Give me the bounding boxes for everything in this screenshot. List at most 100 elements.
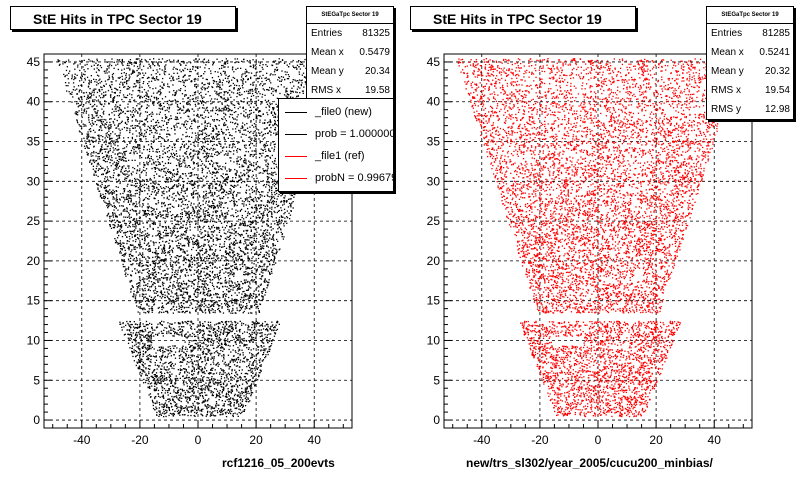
scatter-point (282, 204, 284, 206)
scatter-point (123, 232, 125, 234)
scatter-point (193, 333, 195, 336)
scatter-point (215, 109, 217, 112)
scatter-point (172, 266, 174, 268)
scatter-point (216, 258, 219, 260)
scatter-point (141, 58, 143, 61)
scatter-point (203, 286, 205, 288)
scatter-point (170, 152, 172, 155)
scatter-point (255, 63, 257, 65)
scatter-point (189, 268, 191, 271)
scatter-point (246, 71, 248, 73)
scatter-point (119, 205, 121, 207)
scatter-point (230, 300, 232, 302)
scatter-point (91, 162, 93, 165)
scatter-point (242, 405, 244, 407)
scatter-point (124, 107, 126, 109)
scatter-point (194, 408, 196, 410)
scatter-point (159, 238, 161, 240)
scatter-point (95, 84, 98, 86)
scatter-point (245, 295, 247, 298)
scatter-point (180, 286, 182, 288)
scatter-point (262, 216, 264, 218)
scatter-point (154, 265, 156, 267)
scatter-point (191, 409, 193, 411)
scatter-point (192, 210, 194, 212)
scatter-point (231, 271, 233, 273)
scatter-point (273, 191, 276, 194)
scatter-point (158, 377, 160, 379)
scatter-point (215, 338, 217, 340)
scatter-point (146, 179, 148, 181)
scatter-point (161, 214, 163, 216)
scatter-point (196, 381, 198, 383)
scatter-point (102, 159, 104, 161)
scatter-point (173, 335, 175, 337)
scatter-point (182, 187, 185, 189)
scatter-point (92, 136, 94, 139)
scatter-point (158, 65, 160, 67)
scatter-point (160, 368, 162, 370)
scatter-point (190, 175, 192, 177)
scatter-point (179, 414, 181, 416)
scatter-point (300, 61, 303, 63)
scatter-point (262, 184, 265, 187)
scatter-point (125, 197, 128, 199)
scatter-point (175, 153, 178, 155)
scatter-point (246, 399, 248, 401)
scatter-point (212, 119, 214, 121)
scatter-point (256, 287, 258, 289)
scatter-point (269, 345, 271, 348)
scatter-point (126, 67, 128, 69)
scatter-point (214, 192, 216, 194)
scatter-point (284, 211, 286, 214)
scatter-point (146, 206, 149, 208)
scatter-point (117, 89, 119, 91)
scatter-point (251, 262, 253, 264)
scatter-point (274, 207, 276, 209)
scatter-point (273, 148, 275, 150)
scatter-point (237, 210, 239, 212)
scatter-point (108, 65, 110, 67)
scatter-point (130, 288, 132, 291)
scatter-point (148, 273, 150, 275)
scatter-point (193, 395, 195, 397)
scatter-point (134, 296, 137, 298)
scatter-point (185, 64, 187, 66)
scatter-point (218, 92, 221, 94)
scatter-point (133, 321, 135, 323)
scatter-point (156, 192, 158, 194)
scatter-point (144, 230, 146, 232)
scatter-point (181, 189, 183, 191)
scatter-point (229, 391, 231, 393)
scatter-point (198, 75, 200, 78)
scatter-point (262, 170, 265, 172)
scatter-point (258, 376, 260, 378)
scatter-point (241, 369, 243, 371)
scatter-point (145, 174, 147, 176)
scatter-point (178, 308, 180, 310)
scatter-point (211, 297, 213, 299)
scatter-point (146, 374, 148, 377)
scatter-point (218, 152, 221, 155)
scatter-point (93, 150, 95, 153)
scatter-point (150, 220, 152, 222)
scatter-point (117, 173, 120, 176)
scatter-point (127, 273, 129, 276)
scatter-point (168, 251, 171, 254)
scatter-point (157, 281, 159, 283)
scatter-point (143, 186, 145, 189)
scatter-point (138, 148, 140, 150)
scatter-point (220, 259, 222, 261)
scatter-point (160, 292, 163, 295)
scatter-point (247, 398, 250, 400)
scatter-point (139, 371, 142, 373)
scatter-point (175, 140, 178, 142)
scatter-point (165, 229, 167, 232)
scatter-point (245, 75, 248, 77)
scatter-point (270, 112, 273, 114)
scatter-point (83, 109, 85, 111)
scatter-point (249, 281, 251, 283)
scatter-point (90, 97, 92, 99)
scatter-point (187, 414, 189, 417)
scatter-point (135, 327, 138, 329)
